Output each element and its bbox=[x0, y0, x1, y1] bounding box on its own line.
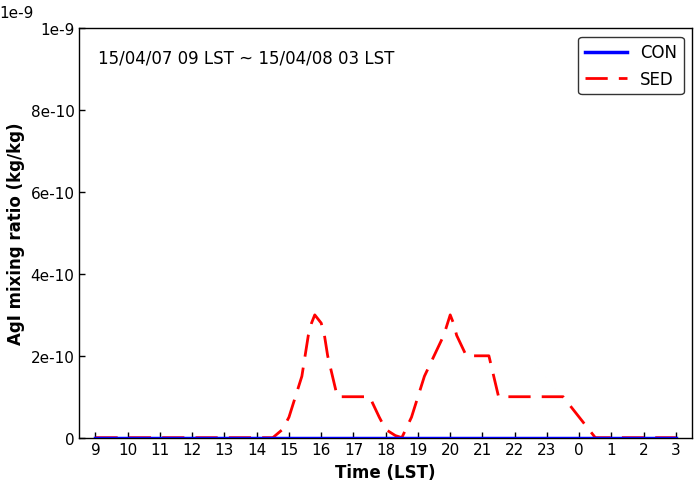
X-axis label: Time (LST): Time (LST) bbox=[336, 463, 436, 481]
CON bbox=[672, 435, 680, 441]
SED bbox=[310, 312, 319, 318]
CON bbox=[640, 435, 648, 441]
CON bbox=[284, 435, 293, 441]
CON bbox=[188, 435, 196, 441]
CON bbox=[124, 435, 132, 441]
Text: 15/04/07 09 LST ~ 15/04/08 03 LST: 15/04/07 09 LST ~ 15/04/08 03 LST bbox=[98, 50, 394, 68]
CON bbox=[446, 435, 454, 441]
SED bbox=[333, 394, 342, 400]
SED bbox=[220, 435, 229, 441]
Legend: CON, SED: CON, SED bbox=[578, 38, 684, 95]
CON bbox=[252, 435, 261, 441]
CON bbox=[92, 435, 100, 441]
Text: 1e-9: 1e-9 bbox=[0, 6, 34, 21]
CON bbox=[350, 435, 358, 441]
Y-axis label: AgI mixing ratio (kg/kg): AgI mixing ratio (kg/kg) bbox=[7, 122, 25, 345]
CON bbox=[542, 435, 551, 441]
Line: SED: SED bbox=[96, 315, 676, 438]
CON bbox=[317, 435, 326, 441]
CON bbox=[575, 435, 584, 441]
SED bbox=[92, 435, 100, 441]
SED bbox=[452, 333, 461, 339]
CON bbox=[414, 435, 422, 441]
SED bbox=[624, 435, 632, 441]
CON bbox=[607, 435, 616, 441]
CON bbox=[220, 435, 229, 441]
CON bbox=[510, 435, 519, 441]
CON bbox=[382, 435, 390, 441]
SED bbox=[672, 435, 680, 441]
SED bbox=[446, 312, 454, 318]
CON bbox=[156, 435, 164, 441]
CON bbox=[478, 435, 487, 441]
SED bbox=[391, 433, 400, 439]
